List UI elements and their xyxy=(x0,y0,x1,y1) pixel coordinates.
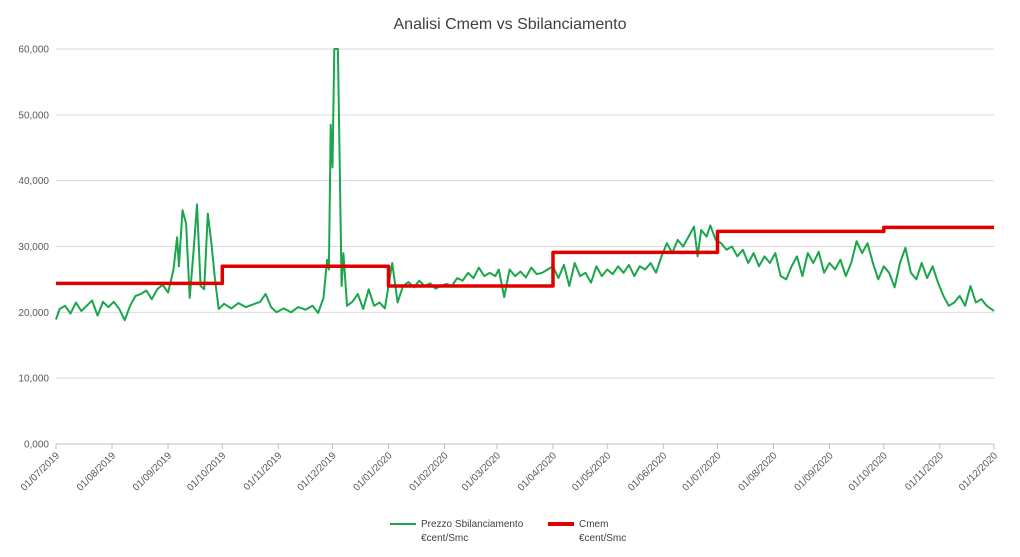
y-tick-label: 10,000 xyxy=(18,374,49,385)
x-tick-label: 01/11/2019 xyxy=(242,450,285,493)
chart-title: Analisi Cmem vs Sbilanciamento xyxy=(394,16,627,33)
legend: Prezzo Sbilanciamento €cent/Smc Cmem €ce… xyxy=(390,519,626,544)
x-tick-label: 01/08/2020 xyxy=(736,450,779,493)
y-axis-ticks: 0,000 10,000 20,000 30,000 40,000 50,000 60,00… xyxy=(18,45,49,451)
x-tick-label: 01/07/2020 xyxy=(680,450,723,493)
x-tick-label: 01/08/2019 xyxy=(75,450,118,493)
x-tick-label: 01/02/2020 xyxy=(408,450,451,493)
legend-label-prezzo-line1: Prezzo Sbilanciamento xyxy=(421,519,524,530)
x-tick-label: 01/09/2019 xyxy=(131,450,174,493)
x-tick-label: 01/01/2020 xyxy=(351,450,394,493)
x-tick-label: 01/10/2020 xyxy=(847,450,890,493)
series-lines xyxy=(55,48,995,322)
legend-label-cmem-line2: €cent/Smc xyxy=(579,533,626,544)
legend-label-prezzo-line2: €cent/Smc xyxy=(421,533,468,544)
x-tick-label: 01/05/2020 xyxy=(570,450,613,493)
y-tick-label: 60,000 xyxy=(18,45,49,56)
grid-lines xyxy=(56,48,994,445)
x-tick-label: 01/09/2020 xyxy=(792,450,835,493)
x-tick-label: 01/12/2019 xyxy=(295,450,338,493)
legend-label-cmem-line1: Cmem xyxy=(579,519,608,530)
x-tick-label: 01/03/2020 xyxy=(460,450,503,493)
y-tick-label: 40,000 xyxy=(18,176,49,187)
y-tick-label: 20,000 xyxy=(18,308,49,319)
x-tick-label: 01/04/2020 xyxy=(516,450,559,493)
series-line-prezzo-sbilanciamento xyxy=(55,48,995,322)
x-axis-ticks: 01/07/2019 01/08/2019 01/09/2019 01/10/2019… xyxy=(19,444,1000,494)
y-tick-label: 50,000 xyxy=(18,110,49,121)
x-tick-label: 01/11/2020 xyxy=(903,450,946,493)
x-tick-label: 01/06/2020 xyxy=(626,450,669,493)
series-line-cmem xyxy=(56,225,994,288)
y-tick-label: 0,000 xyxy=(24,440,49,451)
x-tick-label: 01/10/2019 xyxy=(185,450,228,493)
x-tick-label: 01/07/2019 xyxy=(19,450,62,493)
y-tick-label: 30,000 xyxy=(18,242,49,253)
x-tick-label: 01/12/2020 xyxy=(957,450,1000,493)
